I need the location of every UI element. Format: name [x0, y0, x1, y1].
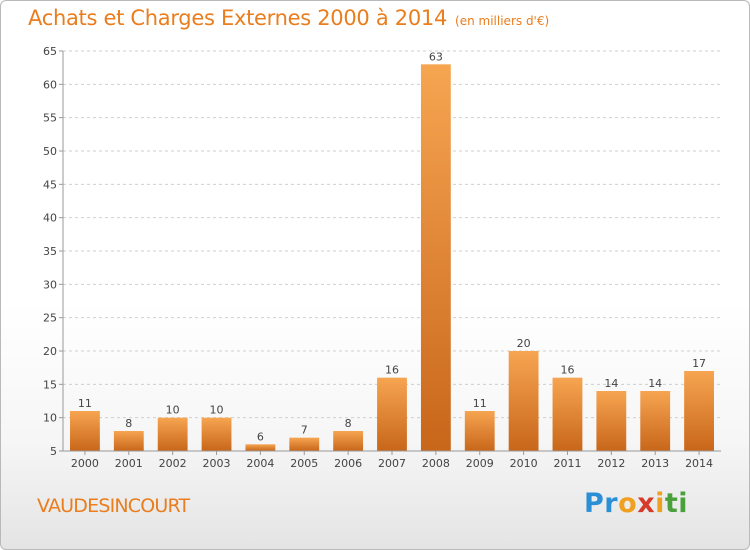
bar-value-label: 63 — [429, 50, 443, 63]
y-tick-label: 55 — [43, 112, 57, 125]
bar-value-label: 16 — [560, 364, 574, 377]
y-tick-label: 10 — [43, 412, 57, 425]
logo-letter: r — [604, 488, 619, 519]
y-tick-label: 20 — [43, 345, 57, 358]
bar — [113, 431, 144, 451]
bar — [684, 371, 714, 451]
bar — [420, 64, 451, 452]
bar — [245, 444, 276, 451]
bar — [333, 431, 364, 451]
bar-value-label: 8 — [345, 417, 352, 430]
bar — [596, 391, 627, 451]
x-tick-label: 2012 — [597, 457, 625, 470]
x-tick-label: 2001 — [115, 457, 143, 470]
grid-lines — [63, 50, 721, 419]
bar — [377, 377, 407, 451]
bars: 11 8 10 10 6 7 8 16 63 11 20 16 14 14 17 — [70, 50, 714, 452]
logo-letter: x — [637, 488, 656, 519]
proxiti-logo: Proxiti — [584, 488, 688, 519]
bar-value-label: 17 — [692, 357, 706, 370]
y-tick-label: 15 — [43, 378, 57, 391]
axes: 5 10 15 20 25 30 35 40 45 50 55 60 65 2000 2001 2002 200… — [43, 45, 721, 470]
bar — [508, 351, 539, 451]
logo-letter: t — [664, 488, 679, 519]
x-tick-label: 2004 — [246, 457, 274, 470]
x-tick-label: 2011 — [553, 457, 581, 470]
bar — [201, 417, 232, 451]
x-tick-label: 2014 — [685, 457, 713, 470]
bar — [70, 411, 100, 451]
y-tick-label: 35 — [43, 245, 57, 258]
bar — [640, 391, 671, 451]
x-tick-label: 2005 — [290, 457, 318, 470]
bar — [464, 411, 495, 451]
y-tick-label: 30 — [43, 278, 57, 291]
bar-value-label: 16 — [385, 364, 399, 377]
y-tick-label: 50 — [43, 145, 57, 158]
x-tick-label: 2008 — [422, 457, 450, 470]
logo-letter: i — [678, 488, 689, 519]
bar-value-label: 14 — [648, 377, 662, 390]
chart-subtitle: (en milliers d'€) — [455, 14, 550, 28]
bar-value-label: 11 — [78, 397, 92, 410]
y-tick-label: 60 — [43, 78, 57, 91]
y-tick-label: 65 — [43, 45, 57, 58]
x-tick-label: 2003 — [203, 457, 231, 470]
chart-title-text: Achats et Charges Externes 2000 à 2014 — [28, 6, 448, 30]
bar-value-label: 20 — [517, 337, 531, 350]
y-tick-label: 25 — [43, 312, 57, 325]
x-tick-label: 2013 — [641, 457, 669, 470]
x-tick-label: 2007 — [378, 457, 406, 470]
bar-value-label: 8 — [125, 417, 132, 430]
bar-value-label: 6 — [257, 430, 264, 443]
x-tick-label: 2010 — [510, 457, 538, 470]
x-tick-label: 2006 — [334, 457, 362, 470]
bar-value-label: 7 — [301, 424, 308, 437]
logo-letter: o — [618, 488, 638, 519]
logo-letter: i — [655, 488, 665, 519]
y-tick-label: 45 — [43, 178, 57, 191]
bar — [289, 437, 320, 451]
bar — [157, 417, 188, 451]
y-tick-label: 5 — [50, 445, 57, 458]
commune-name: VAUDESINCOURT — [37, 495, 190, 517]
x-tick-label: 2000 — [71, 457, 99, 470]
x-tick-label: 2009 — [466, 457, 494, 470]
bar — [552, 377, 583, 451]
chart-title: Achats et Charges Externes 2000 à 2014 (e… — [28, 6, 549, 30]
y-tick-label: 40 — [43, 212, 57, 225]
bar-value-label: 10 — [166, 404, 180, 417]
x-tick-label: 2002 — [159, 457, 187, 470]
bar-value-label: 14 — [604, 377, 618, 390]
bar-value-label: 11 — [473, 397, 487, 410]
logo-letter: P — [584, 488, 605, 519]
bar-value-label: 10 — [210, 404, 224, 417]
